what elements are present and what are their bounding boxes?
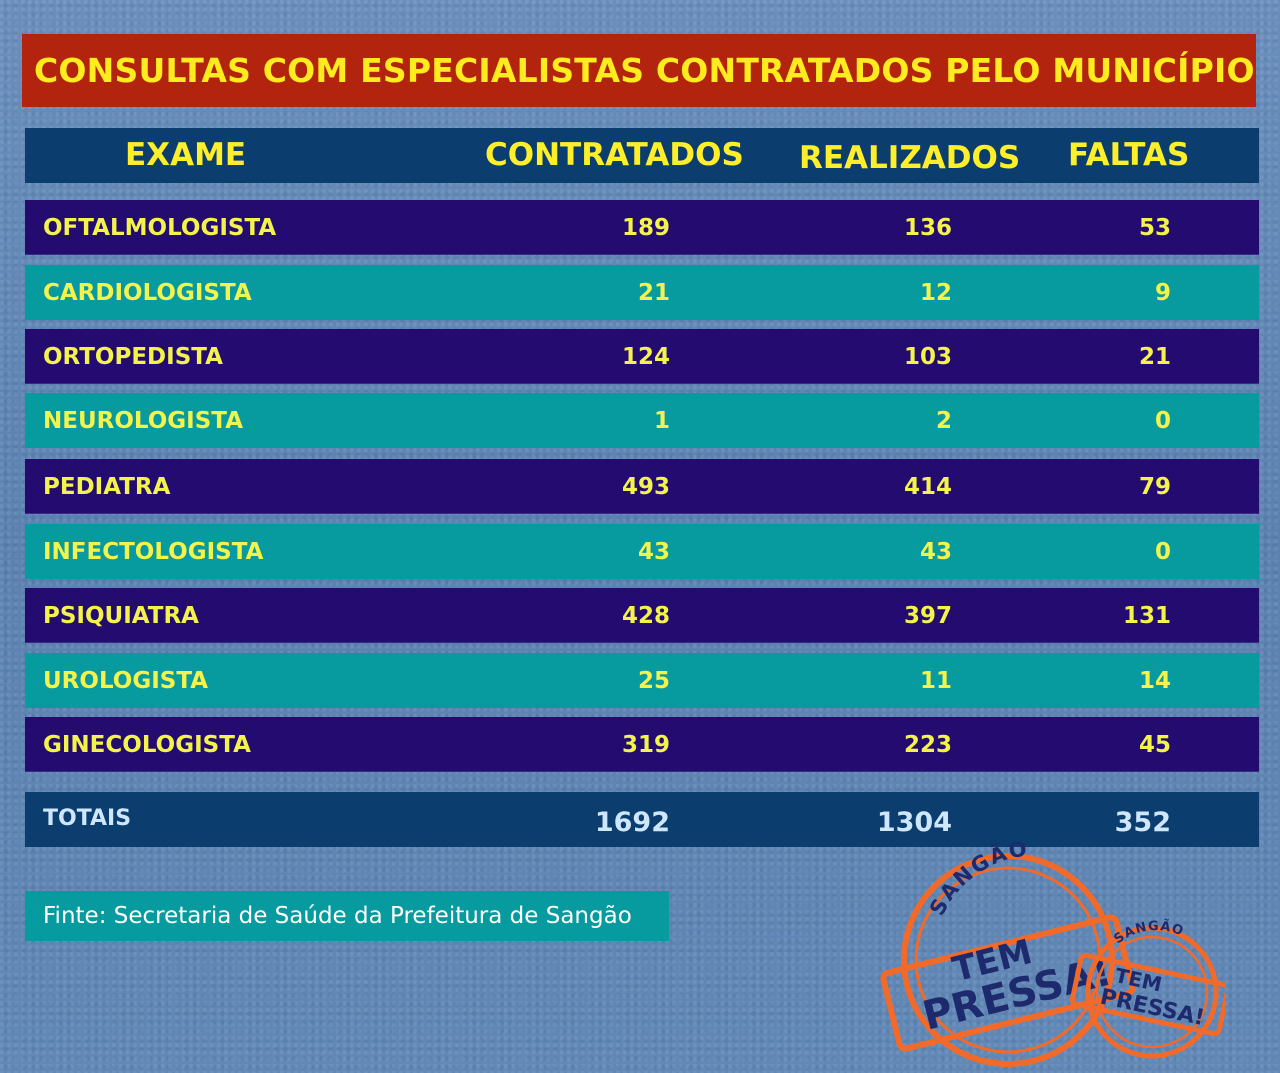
page-title: CONSULTAS COM ESPECIALISTAS CONTRATADOS …	[34, 51, 1255, 90]
cell-contratados: 189	[621, 215, 670, 241]
cell-realizados: 397	[903, 603, 952, 629]
cell-exame: CARDIOLOGISTA	[43, 280, 252, 306]
table-row: UROLOGISTA 25 11 14	[25, 653, 1259, 708]
cell-realizados: 12	[919, 280, 952, 306]
cell-exame: GINECOLOGISTA	[43, 732, 251, 758]
cell-faltas: 53	[1138, 215, 1171, 241]
cell-faltas: 14	[1138, 668, 1171, 694]
cell-contratados: 1	[653, 408, 670, 434]
header-contratados: CONTRATADOS	[485, 137, 744, 173]
title-banner: CONSULTAS COM ESPECIALISTAS CONTRATADOS …	[22, 34, 1256, 107]
totals-label: TOTAIS	[43, 806, 132, 831]
cell-contratados: 124	[621, 344, 670, 370]
cell-realizados: 223	[903, 732, 952, 758]
table-row: OFTALMOLOGISTA 189 136 53	[25, 200, 1259, 255]
cell-contratados: 43	[637, 539, 670, 565]
cell-exame: PSIQUIATRA	[43, 603, 199, 629]
table-row: ORTOPEDISTA 124 103 21	[25, 329, 1259, 384]
cell-realizados: 2	[935, 408, 952, 434]
total-faltas: 352	[1114, 807, 1171, 838]
cell-faltas: 79	[1138, 474, 1171, 500]
cell-exame: NEUROLOGISTA	[43, 408, 243, 434]
table-row: CARDIOLOGISTA 21 12 9	[25, 265, 1259, 320]
totals-row: TOTAIS 1692 1304 352	[25, 792, 1259, 847]
cell-faltas: 0	[1154, 408, 1171, 434]
table-row: NEUROLOGISTA 1 2 0	[25, 393, 1259, 448]
table-header: EXAME CONTRATADOS REALIZADOS FALTAS	[25, 128, 1259, 183]
table-row: PEDIATRA 493 414 79	[25, 459, 1259, 514]
table-row: INFECTOLOGISTA 43 43 0	[25, 524, 1259, 579]
sangao-tem-pressa-stamp: SANGÃO TEM PRESSA! SANGÃO TEM PRESSA!	[880, 842, 1225, 1067]
table-row: PSIQUIATRA 428 397 131	[25, 588, 1259, 643]
cell-faltas: 21	[1138, 344, 1171, 370]
cell-faltas: 45	[1138, 732, 1171, 758]
cell-contratados: 319	[621, 732, 670, 758]
header-realizados: REALIZADOS	[799, 140, 1021, 176]
cell-exame: ORTOPEDISTA	[43, 344, 223, 370]
header-exame: EXAME	[125, 137, 247, 173]
cell-faltas: 0	[1154, 539, 1171, 565]
cell-contratados: 25	[637, 668, 670, 694]
source-note: Finte: Secretaria de Saúde da Prefeitura…	[25, 891, 669, 941]
stamp-small	[1069, 925, 1225, 1059]
cell-realizados: 136	[903, 215, 952, 241]
cell-faltas: 9	[1154, 280, 1171, 306]
total-realizados: 1304	[876, 807, 952, 838]
cell-exame: UROLOGISTA	[43, 668, 209, 694]
source-text: Finte: Secretaria de Saúde da Prefeitura…	[43, 903, 632, 929]
cell-realizados: 11	[919, 668, 952, 694]
cell-realizados: 103	[903, 344, 952, 370]
cell-exame: OFTALMOLOGISTA	[43, 215, 277, 241]
cell-realizados: 414	[903, 474, 952, 500]
total-contratados: 1692	[594, 807, 670, 838]
cell-contratados: 21	[637, 280, 670, 306]
cell-exame: PEDIATRA	[43, 474, 171, 500]
cell-realizados: 43	[919, 539, 952, 565]
cell-contratados: 493	[621, 474, 670, 500]
cell-exame: INFECTOLOGISTA	[43, 539, 264, 565]
table-row: GINECOLOGISTA 319 223 45	[25, 717, 1259, 772]
cell-faltas: 131	[1122, 603, 1171, 629]
header-faltas: FALTAS	[1068, 137, 1190, 173]
cell-contratados: 428	[621, 603, 670, 629]
